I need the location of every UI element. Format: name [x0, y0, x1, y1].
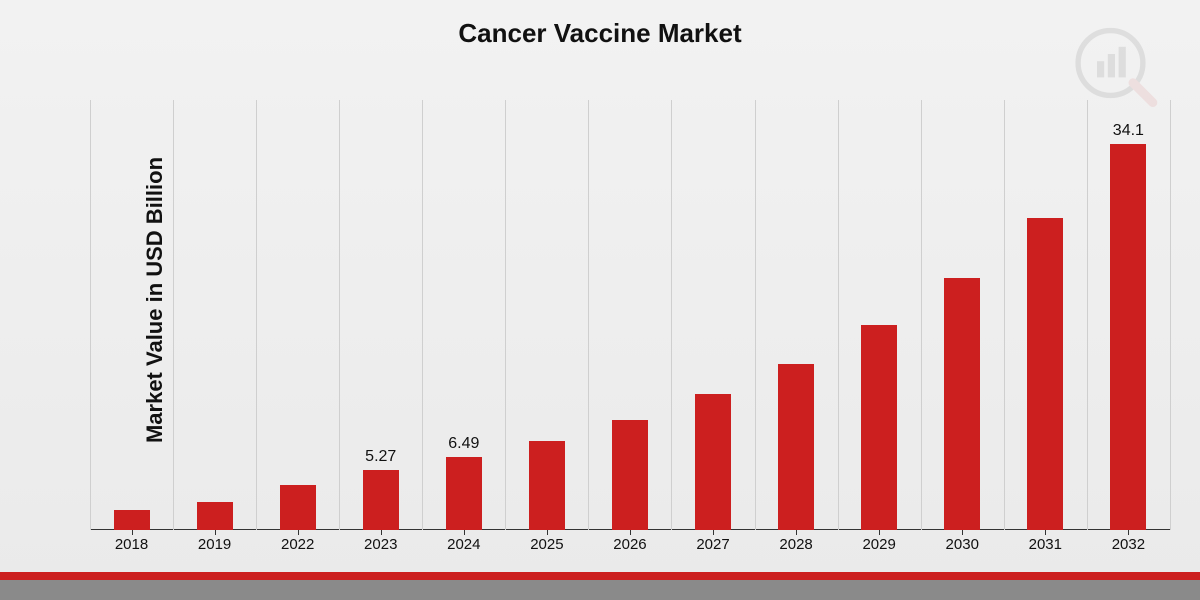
x-tick-mark: [464, 530, 465, 535]
bar: [695, 394, 731, 530]
x-tick-mark: [796, 530, 797, 535]
bar-value-label: 5.27: [365, 448, 396, 466]
chart-container: Cancer Vaccine Market Market Value in US…: [0, 0, 1200, 600]
bar: [1027, 218, 1063, 530]
x-tick-label: 2019: [198, 536, 231, 553]
grid-line: [422, 100, 423, 530]
grid-line: [588, 100, 589, 530]
grid-line: [1004, 100, 1005, 530]
x-tick-label: 2032: [1112, 536, 1145, 553]
watermark-icon: [1070, 18, 1160, 108]
grid-line: [1170, 100, 1171, 530]
bar: [529, 441, 565, 530]
grid-line: [755, 100, 756, 530]
x-tick-label: 2026: [613, 536, 646, 553]
x-tick-label: 2031: [1029, 536, 1062, 553]
x-tick-label: 2029: [862, 536, 895, 553]
x-tick-label: 2028: [779, 536, 812, 553]
bar: [944, 278, 980, 530]
bar: 34.1: [1110, 144, 1146, 530]
x-tick-mark: [1045, 530, 1046, 535]
grid-line: [339, 100, 340, 530]
bar: [612, 420, 648, 530]
x-tick-mark: [713, 530, 714, 535]
grid-line: [838, 100, 839, 530]
x-tick-label: 2018: [115, 536, 148, 553]
x-tick-mark: [215, 530, 216, 535]
bar: [280, 485, 316, 530]
x-tick-label: 2025: [530, 536, 563, 553]
bar: 6.49: [446, 457, 482, 530]
x-tick-mark: [381, 530, 382, 535]
x-tick-mark: [132, 530, 133, 535]
bar: [861, 325, 897, 530]
grid-line: [505, 100, 506, 530]
bar: [114, 510, 150, 530]
x-tick-label: 2030: [946, 536, 979, 553]
x-tick-mark: [630, 530, 631, 535]
x-tick-mark: [298, 530, 299, 535]
grid-line: [1087, 100, 1088, 530]
chart-title: Cancer Vaccine Market: [0, 18, 1200, 49]
x-tick-mark: [962, 530, 963, 535]
grid-line: [671, 100, 672, 530]
x-tick-mark: [547, 530, 548, 535]
footer-gray-stripe: [0, 580, 1200, 600]
footer-band: [0, 572, 1200, 600]
grid-line: [173, 100, 174, 530]
grid-line: [90, 100, 91, 530]
bar: [197, 502, 233, 530]
bar-value-label: 34.1: [1113, 122, 1144, 140]
grid-line: [921, 100, 922, 530]
x-tick-mark: [1128, 530, 1129, 535]
grid-line: [256, 100, 257, 530]
footer-red-stripe: [0, 572, 1200, 580]
x-tick-label: 2023: [364, 536, 397, 553]
x-tick-label: 2027: [696, 536, 729, 553]
x-tick-label: 2022: [281, 536, 314, 553]
plot-area: 2018201920225.2720236.492024202520262027…: [90, 100, 1170, 530]
bar: [778, 364, 814, 530]
x-tick-mark: [879, 530, 880, 535]
bar: 5.27: [363, 470, 399, 530]
x-tick-label: 2024: [447, 536, 480, 553]
bar-value-label: 6.49: [448, 435, 479, 453]
